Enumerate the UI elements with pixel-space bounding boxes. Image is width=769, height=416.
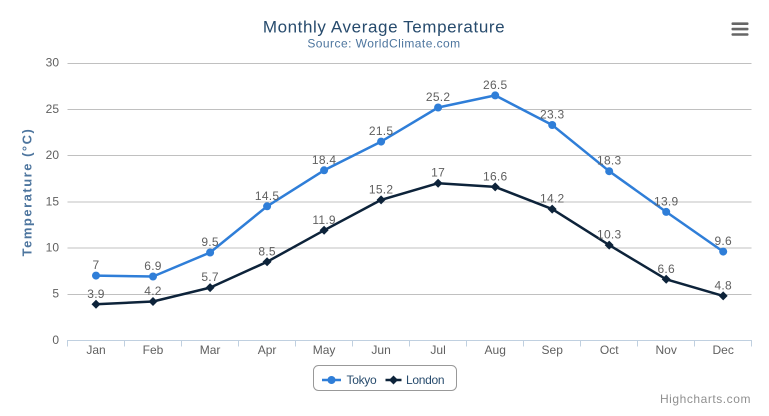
svg-text:13.9: 13.9 — [654, 194, 678, 208]
svg-text:Apr: Apr — [258, 343, 277, 357]
svg-text:18.4: 18.4 — [312, 153, 336, 167]
svg-text:0: 0 — [52, 333, 59, 347]
svg-text:Highcharts.com: Highcharts.com — [660, 392, 751, 406]
svg-text:9.6: 9.6 — [714, 234, 732, 248]
svg-text:5.7: 5.7 — [201, 270, 219, 284]
svg-text:11.9: 11.9 — [312, 213, 336, 227]
svg-text:16.6: 16.6 — [483, 169, 507, 183]
svg-text:Jan: Jan — [86, 343, 105, 357]
svg-text:4.8: 4.8 — [714, 278, 732, 292]
svg-text:Tokyo: Tokyo — [347, 373, 377, 387]
svg-text:10.3: 10.3 — [597, 228, 621, 242]
svg-text:Mar: Mar — [200, 343, 221, 357]
svg-text:4.2: 4.2 — [144, 284, 162, 298]
svg-text:Source: WorldClimate.com: Source: WorldClimate.com — [307, 37, 460, 51]
svg-text:23.3: 23.3 — [540, 108, 564, 122]
svg-text:Sep: Sep — [542, 343, 564, 357]
svg-text:15.2: 15.2 — [369, 182, 393, 196]
svg-text:17: 17 — [431, 166, 445, 180]
svg-text:25.2: 25.2 — [426, 90, 450, 104]
svg-text:26.5: 26.5 — [483, 78, 507, 92]
svg-text:Oct: Oct — [600, 343, 619, 357]
svg-text:Nov: Nov — [656, 343, 677, 357]
svg-text:30: 30 — [46, 56, 60, 70]
svg-text:5: 5 — [52, 287, 59, 301]
svg-text:Jul: Jul — [430, 343, 445, 357]
svg-text:Dec: Dec — [713, 343, 734, 357]
svg-text:18.3: 18.3 — [597, 154, 621, 168]
svg-text:Feb: Feb — [143, 343, 164, 357]
svg-text:3.9: 3.9 — [87, 287, 105, 301]
svg-text:May: May — [313, 343, 336, 357]
svg-text:14.5: 14.5 — [255, 189, 279, 203]
svg-text:15: 15 — [46, 194, 60, 208]
svg-text:Aug: Aug — [485, 343, 506, 357]
svg-text:Jun: Jun — [371, 343, 390, 357]
svg-text:6.9: 6.9 — [144, 259, 162, 273]
svg-text:25: 25 — [46, 102, 60, 116]
svg-text:14.2: 14.2 — [540, 192, 564, 206]
svg-text:21.5: 21.5 — [369, 124, 393, 138]
svg-text:6.6: 6.6 — [657, 262, 675, 276]
svg-text:Temperature (°C): Temperature (°C) — [20, 128, 35, 257]
svg-text:Monthly Average Temperature: Monthly Average Temperature — [263, 18, 505, 37]
svg-text:20: 20 — [46, 148, 60, 162]
svg-text:8.5: 8.5 — [258, 244, 276, 258]
svg-text:London: London — [406, 373, 444, 387]
svg-text:9.5: 9.5 — [201, 235, 219, 249]
svg-text:7: 7 — [93, 258, 100, 272]
svg-text:10: 10 — [46, 241, 60, 255]
